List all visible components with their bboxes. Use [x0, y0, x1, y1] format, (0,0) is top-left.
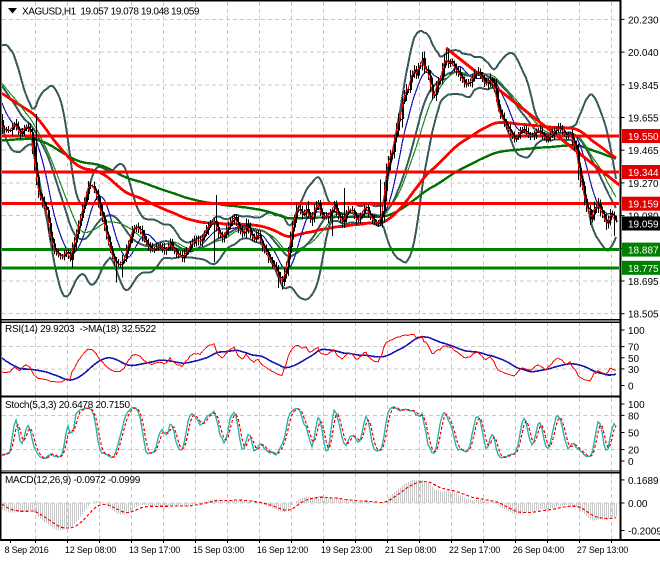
svg-text:0.1689: 0.1689 — [628, 476, 659, 487]
svg-text:18.887: 18.887 — [628, 246, 659, 257]
svg-text:12 Sep 08:00: 12 Sep 08:00 — [65, 545, 116, 555]
svg-text:70: 70 — [628, 343, 640, 354]
svg-text:20: 20 — [628, 446, 640, 457]
svg-text:21 Sep 08:00: 21 Sep 08:00 — [385, 545, 436, 555]
svg-text:15 Sep 03:00: 15 Sep 03:00 — [193, 545, 244, 555]
svg-text:0: 0 — [628, 457, 634, 468]
svg-text:Stoch(5,3,3) 20.6478 20.7150: Stoch(5,3,3) 20.6478 20.7150 — [5, 400, 130, 411]
svg-text:20.230: 20.230 — [628, 15, 659, 26]
svg-text:0: 0 — [628, 382, 634, 393]
svg-text:20.040: 20.040 — [628, 48, 659, 59]
svg-text:19.845: 19.845 — [628, 81, 659, 92]
svg-text:19.344: 19.344 — [628, 168, 659, 179]
svg-text:100: 100 — [628, 326, 645, 337]
svg-text:-0.2009: -0.2009 — [628, 527, 660, 538]
svg-text:30: 30 — [628, 365, 640, 376]
svg-text:XAGUSD,H1 19.057 19.078 19.04: XAGUSD,H1 19.057 19.078 19.048 19.059 — [22, 7, 200, 18]
svg-text:19.159: 19.159 — [628, 200, 659, 211]
svg-text:18.695: 18.695 — [628, 277, 659, 288]
svg-text:19.270: 19.270 — [628, 179, 659, 190]
svg-text:50: 50 — [628, 354, 640, 365]
svg-text:13 Sep 17:00: 13 Sep 17:00 — [129, 545, 180, 555]
svg-text:100: 100 — [628, 400, 645, 411]
svg-text:22 Sep 17:00: 22 Sep 17:00 — [449, 545, 500, 555]
svg-text:19.550: 19.550 — [628, 132, 659, 143]
svg-text:19.059: 19.059 — [628, 220, 659, 231]
svg-text:16 Sep 12:00: 16 Sep 12:00 — [257, 545, 308, 555]
svg-text:0.00: 0.00 — [628, 499, 648, 510]
svg-text:27 Sep 13:00: 27 Sep 13:00 — [577, 545, 628, 555]
svg-text:RSI(14) 29.9203 ->MA(18) 32.5: RSI(14) 29.9203 ->MA(18) 32.5522 — [5, 324, 157, 335]
svg-text:18.505: 18.505 — [628, 310, 659, 321]
svg-text:19 Sep 23:00: 19 Sep 23:00 — [321, 545, 372, 555]
svg-text:18.775: 18.775 — [628, 264, 659, 275]
svg-text:MACD(12,26,9) -0.0972 -0.0999: MACD(12,26,9) -0.0972 -0.0999 — [5, 475, 141, 486]
svg-text:26 Sep 04:00: 26 Sep 04:00 — [513, 545, 564, 555]
svg-text:80: 80 — [628, 411, 640, 422]
svg-text:19.465: 19.465 — [628, 146, 659, 157]
svg-text:8 Sep 2016: 8 Sep 2016 — [4, 545, 48, 555]
svg-text:19.655: 19.655 — [628, 114, 659, 125]
svg-text:50: 50 — [628, 429, 640, 440]
